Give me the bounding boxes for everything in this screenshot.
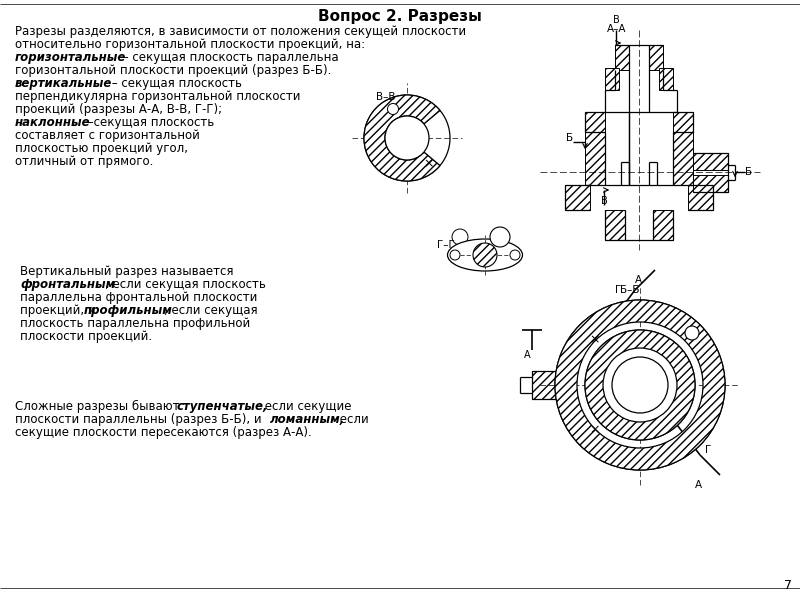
Text: секущие плоскости пересекаются (разрез А-А).: секущие плоскости пересекаются (разрез А… [15,426,312,439]
Text: Сложные разрезы бывают: Сложные разрезы бывают [15,400,183,413]
Text: ломанным,: ломанным, [270,413,346,426]
Bar [693,175,728,192]
Text: ×: × [424,157,434,170]
Wedge shape [555,300,725,470]
Text: Г: Г [615,285,622,295]
Text: Г–Г: Г–Г [437,240,454,250]
Text: плоскости проекций.: плоскости проекций. [20,330,152,343]
Text: А: А [635,275,642,285]
Text: В–В: В–В [376,92,395,102]
Bar [615,45,629,70]
Circle shape [612,357,668,413]
Text: параллельна фронтальной плоскости: параллельна фронтальной плоскости [20,291,258,304]
Text: Б: Б [745,167,752,177]
Bar [688,185,713,210]
Text: горизонтальные: горизонтальные [15,51,126,64]
Text: профильным: профильным [84,304,173,317]
Circle shape [473,243,497,267]
Bar [673,112,693,132]
Bar [605,68,619,90]
Wedge shape [364,95,440,181]
Text: вертикальные: вертикальные [15,77,112,90]
Wedge shape [585,330,695,440]
Bar [693,153,728,170]
Bar [673,132,693,185]
Text: ×: × [590,334,600,346]
Text: В: В [601,196,607,206]
Text: если: если [336,413,369,426]
Text: В: В [613,15,619,25]
Text: – секущая плоскость параллельна: – секущая плоскость параллельна [119,51,338,64]
Bar [585,132,605,185]
Text: Вертикальный разрез называется: Вертикальный разрез называется [20,265,234,278]
Text: горизонтальной плоскости проекций (разрез Б-Б).: горизонтальной плоскости проекций (разре… [15,64,331,77]
Bar [585,112,605,132]
Text: Б: Б [566,133,573,143]
Text: ×: × [590,424,600,437]
Text: плоскостью проекций угол,: плоскостью проекций угол, [15,142,188,155]
Bar [649,45,663,70]
Circle shape [685,326,699,340]
Bar [605,210,625,240]
Bar [653,210,673,240]
Bar [532,371,557,399]
Text: , если секущая плоскость: , если секущая плоскость [105,278,266,291]
Text: наклонные: наклонные [15,116,90,129]
Ellipse shape [447,239,522,271]
Circle shape [450,250,460,260]
Text: А: А [695,480,702,490]
Text: проекций (разрезы А-А, В-В, Г-Г);: проекций (разрезы А-А, В-В, Г-Г); [15,103,222,116]
Text: 7: 7 [784,579,792,592]
Text: перпендикулярна горизонтальной плоскости: перпендикулярна горизонтальной плоскости [15,90,301,103]
Bar [565,185,590,210]
Circle shape [555,300,725,470]
Text: А–А: А–А [607,24,626,34]
Text: проекций, и: проекций, и [20,304,99,317]
Text: фронтальным: фронтальным [20,278,115,291]
Text: Разрезы разделяются, в зависимости от положения секущей плоскости: Разрезы разделяются, в зависимости от по… [15,25,466,38]
Text: Вопрос 2. Разрезы: Вопрос 2. Разрезы [318,9,482,24]
Circle shape [452,229,468,245]
Text: отличный от прямого.: отличный от прямого. [15,155,154,168]
Text: Б–Б: Б–Б [620,285,640,295]
Text: – секущая плоскость: – секущая плоскость [108,77,242,90]
Circle shape [387,103,398,115]
Bar [659,68,673,90]
Text: –секущая плоскость: –секущая плоскость [84,116,214,129]
Text: ступенчатые,: ступенчатые, [177,400,269,413]
Text: относительно горизонтальной плоскости проекций, на:: относительно горизонтальной плоскости пр… [15,38,365,51]
Circle shape [510,250,520,260]
Text: если секущие: если секущие [261,400,351,413]
Circle shape [490,227,510,247]
Text: плоскость параллельна профильной: плоскость параллельна профильной [20,317,250,330]
Text: составляет с горизонтальной: составляет с горизонтальной [15,129,200,142]
Circle shape [385,116,429,160]
Text: Г: Г [705,445,711,455]
Circle shape [585,330,695,440]
Text: , если секущая: , если секущая [164,304,258,317]
Text: плоскости параллельны (разрез Б-Б), и: плоскости параллельны (разрез Б-Б), и [15,413,266,426]
Text: А: А [524,350,530,360]
